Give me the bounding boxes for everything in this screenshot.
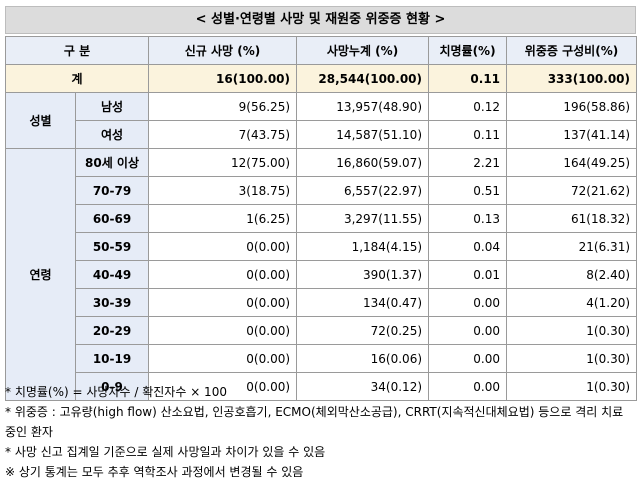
status-table: 구 분 신규 사망 (%) 사망누계 (%) 치명률(%) 위중증 구성비(%)… (4, 36, 638, 401)
cumulative-deaths-cell: 1,184(4.15) (296, 232, 430, 261)
new-deaths-cell: 12(75.00) (148, 148, 298, 177)
fatality-rate-cell: 0.04 (428, 232, 508, 261)
new-deaths-cell: 3(18.75) (148, 176, 298, 205)
header-cumulative-deaths: 사망누계 (%) (296, 36, 430, 65)
total-rate: 0.11 (428, 64, 508, 93)
fatality-rate-cell: 0.00 (428, 288, 508, 317)
cumulative-deaths-cell: 16,860(59.07) (296, 148, 430, 177)
new-deaths-cell: 0(0.00) (148, 260, 298, 289)
table-row: 연령 80세 이상 12(75.00) 16,860(59.07) 2.21 164(49… (5, 148, 638, 401)
row-label: 70-79 (74, 176, 150, 205)
table-row: 0-9 0(0.00) 34(0.12) 0.00 1(0.30) (6, 372, 638, 401)
new-deaths-cell: 0(0.00) (148, 316, 298, 345)
severe-cell: 4(1.20) (506, 288, 638, 317)
row-label: 0-9 (74, 372, 150, 401)
new-deaths-cell: 1(6.25) (148, 204, 298, 233)
cumulative-deaths-cell: 72(0.25) (296, 316, 430, 345)
fatality-rate-cell: 0.01 (428, 260, 508, 289)
severe-cell: 137(41.14) (506, 120, 638, 149)
group-label: 성별 (5, 92, 76, 149)
row-label: 20-29 (74, 316, 150, 345)
total-cum: 28,544(100.00) (296, 64, 430, 93)
severe-cell: 1(0.30) (506, 344, 638, 373)
row-label: 남성 (74, 92, 150, 121)
footnote: * 사망 신고 집계일 기준으로 실제 사망일과 차이가 있을 수 있음 (5, 445, 326, 459)
table-row: 30-39 0(0.00) 134(0.47) 0.00 4(1.20) (6, 288, 638, 317)
severe-cell: 164(49.25) (506, 148, 638, 177)
cumulative-deaths-cell: 3,297(11.55) (296, 204, 430, 233)
table-row: 여성 7(43.75) 14,587(51.10) 0.11 137(41.14) (6, 120, 638, 149)
header-category: 구 분 (4, 36, 150, 65)
severe-cell: 1(0.30) (506, 316, 638, 345)
new-deaths-cell: 0(0.00) (148, 288, 298, 317)
row-label: 10-19 (74, 344, 150, 373)
row-label: 50-59 (74, 232, 150, 261)
fatality-rate-cell: 0.51 (428, 176, 508, 205)
fatality-rate-cell: 0.00 (428, 344, 508, 373)
severe-cell: 21(6.31) (506, 232, 638, 261)
row-label: 60-69 (74, 204, 150, 233)
row-label: 여성 (74, 120, 150, 149)
cumulative-deaths-cell: 134(0.47) (296, 288, 430, 317)
severe-cell: 196(58.86) (506, 92, 638, 121)
table-row: 70-79 3(18.75) 6,557(22.97) 0.51 72(21.62) (6, 176, 638, 205)
row-label: 30-39 (74, 288, 150, 317)
table-row: 40-49 0(0.00) 390(1.37) 0.01 8(2.40) (6, 260, 638, 289)
table-row: 50-59 0(0.00) 1,184(4.15) 0.04 21(6.31) (6, 232, 638, 261)
cumulative-deaths-cell: 34(0.12) (296, 372, 430, 401)
severe-cell: 8(2.40) (506, 260, 638, 289)
total-label: 계 (4, 64, 150, 93)
table-row: 60-69 1(6.25) 3,297(11.55) 0.13 61(18.32) (6, 204, 638, 233)
severe-cell: 61(18.32) (506, 204, 638, 233)
new-deaths-cell: 9(56.25) (148, 92, 298, 121)
header-fatality-rate: 치명률(%) (428, 36, 508, 65)
new-deaths-cell: 0(0.00) (148, 344, 298, 373)
cumulative-deaths-cell: 14,587(51.10) (296, 120, 430, 149)
new-deaths-cell: 0(0.00) (148, 232, 298, 261)
footnote: * 위중증 : 고유량(high flow) 산소요법, 인공호흡기, ECMO… (5, 405, 624, 439)
footnotes: * 치명률(%) = 사망자수 / 확진자수 × 100 * 위중증 : 고유량(… (5, 382, 636, 482)
footnote: ※ 상기 통계는 모두 추후 역학조사 과정에서 변경될 수 있음 (5, 465, 304, 479)
footnote: * 치명률(%) = 사망자수 / 확진자수 × 100 (5, 385, 227, 399)
total-row: 계 16(100.00) 28,544(100.00) 0.11 333(100… (4, 64, 638, 93)
header-new-deaths: 신규 사망 (%) (148, 36, 298, 65)
fatality-rate-cell: 0.11 (428, 120, 508, 149)
cumulative-deaths-cell: 6,557(22.97) (296, 176, 430, 205)
cumulative-deaths-cell: 390(1.37) (296, 260, 430, 289)
new-deaths-cell: 0(0.00) (148, 372, 298, 401)
header-row: 구 분 신규 사망 (%) 사망누계 (%) 치명률(%) 위중증 구성비(%) (4, 36, 638, 65)
new-deaths-cell: 7(43.75) (148, 120, 298, 149)
group-label: 연령 (5, 148, 76, 401)
cumulative-deaths-cell: 13,957(48.90) (296, 92, 430, 121)
total-new: 16(100.00) (148, 64, 298, 93)
fatality-rate-cell: 0.00 (428, 372, 508, 401)
fatality-rate-cell: 0.00 (428, 316, 508, 345)
fatality-rate-cell: 2.21 (428, 148, 508, 177)
cumulative-deaths-cell: 16(0.06) (296, 344, 430, 373)
fatality-rate-cell: 0.12 (428, 92, 508, 121)
table-row: 10-19 0(0.00) 16(0.06) 0.00 1(0.30) (6, 344, 638, 373)
row-label: 80세 이상 (74, 148, 150, 177)
fatality-rate-cell: 0.13 (428, 204, 508, 233)
header-severe: 위중증 구성비(%) (506, 36, 638, 65)
table-row: 성별 남성 9(56.25) 13,957(48.90) 0.12 196(58.86) (5, 92, 638, 149)
severe-cell: 72(21.62) (506, 176, 638, 205)
table-title: < 성별·연령별 사망 및 재원중 위중증 현황 > (5, 6, 636, 34)
row-label: 40-49 (74, 260, 150, 289)
severe-cell: 1(0.30) (506, 372, 638, 401)
total-severe: 333(100.00) (506, 64, 638, 93)
table-row: 20-29 0(0.00) 72(0.25) 0.00 1(0.30) (6, 316, 638, 345)
